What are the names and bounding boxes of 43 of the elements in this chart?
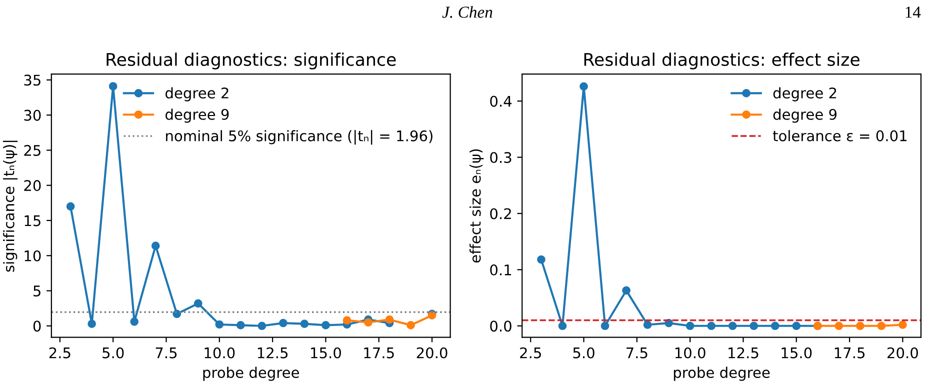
y-tick-label: 5 xyxy=(34,286,40,297)
x-tick-label: 10.0 xyxy=(675,347,706,358)
legend-label: degree 9 xyxy=(773,108,837,123)
legend-label: nominal 5% significance (|tₙ| = 1.96) xyxy=(166,130,432,145)
y-tick-label: 0.3 xyxy=(490,152,512,164)
x-tick-label: 17.5 xyxy=(364,348,394,358)
y-axis-title: significance |tₙ(ψ)| xyxy=(3,140,18,272)
x-tick-label: 7.5 xyxy=(156,348,177,358)
y-tick-label: 0.1 xyxy=(490,264,512,276)
x-tick-label: 5.0 xyxy=(573,347,594,358)
x-tick-label: 20.0 xyxy=(416,347,448,358)
x-tick-label: 2.5 xyxy=(520,347,541,358)
x-tick-label: 15.0 xyxy=(782,347,812,358)
text: 14 xyxy=(906,6,921,18)
x-axis-title: probe degree xyxy=(203,366,299,381)
y-tick-label: 25 xyxy=(24,144,40,156)
y-tick-label: 10 xyxy=(24,250,41,262)
x-tick-label: 20.0 xyxy=(888,347,918,358)
legend-label: degree 9 xyxy=(166,108,229,123)
x-tick-label: 12.5 xyxy=(258,347,288,358)
y-tick-label: 0.0 xyxy=(490,320,512,332)
y-tick-label: 0 xyxy=(33,320,41,332)
x-tick-label: 5.0 xyxy=(102,347,124,358)
text: J. Chen xyxy=(442,6,492,18)
y-tick-label: 0.2 xyxy=(490,208,511,220)
x-tick-label: 12.5 xyxy=(728,347,758,358)
x-tick-label: 2.5 xyxy=(49,347,70,358)
y-axis-title: effect size eₙ(ψ) xyxy=(470,149,484,263)
x-axis-title: probe degree xyxy=(674,366,770,381)
y-tick-label: 20 xyxy=(24,180,41,192)
x-tick-label: 15.0 xyxy=(311,347,341,358)
legend-label: degree 2 xyxy=(166,87,228,102)
y-tick-label: 15 xyxy=(24,215,40,226)
y-tick-label: 30 xyxy=(24,110,41,121)
y-tick-label: 35 xyxy=(24,74,40,86)
x-tick-label: 7.5 xyxy=(626,348,648,358)
chart-title: Residual diagnostics: effect size xyxy=(584,52,860,70)
y-tick-label: 0.4 xyxy=(490,96,512,107)
legend-label: degree 2 xyxy=(773,87,836,102)
x-tick-label: 17.5 xyxy=(834,348,864,358)
chart-title: Residual diagnostics: significance xyxy=(106,52,396,70)
x-tick-label: 10.0 xyxy=(204,347,235,358)
legend-label: tolerance ε = 0.01 xyxy=(772,130,907,142)
